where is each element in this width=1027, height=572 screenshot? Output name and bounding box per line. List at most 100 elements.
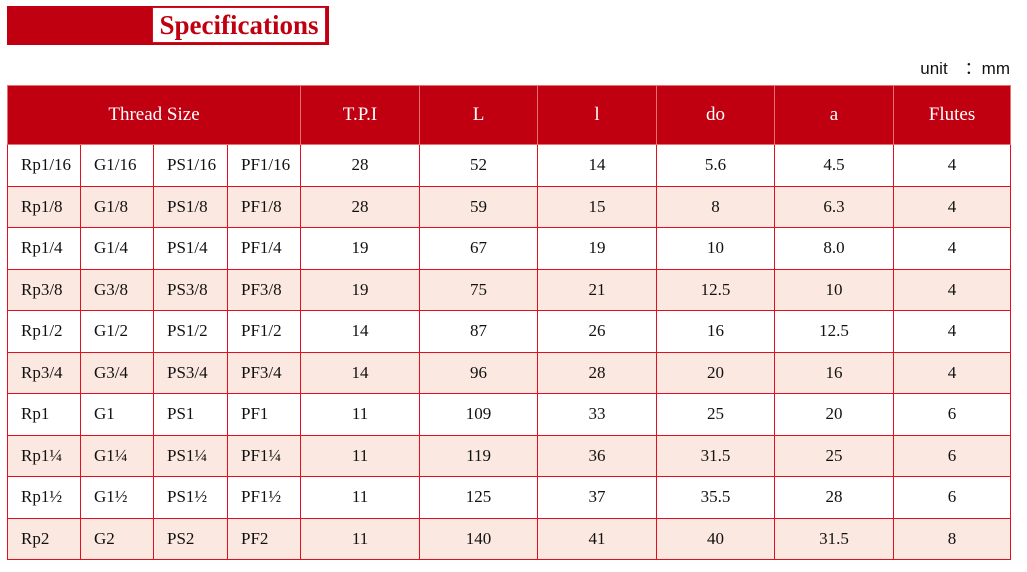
cell-do: 16 (656, 310, 776, 353)
cell-l: 19 (537, 227, 658, 270)
cell-g: G3/4 (80, 351, 154, 394)
table-row: Rp1/8 G1/8 PS1/8 PF1/8 28 59 15 8 6.3 4 (7, 185, 1012, 228)
cell-tpi: 11 (300, 517, 421, 560)
cell-a: 31.5 (774, 517, 895, 560)
cell-flutes: 4 (893, 351, 1012, 394)
table-row: Rp2 G2 PS2 PF2 11 140 41 40 31.5 8 (7, 517, 1012, 560)
cell-do: 31.5 (656, 434, 776, 477)
cell-do: 40 (656, 517, 776, 560)
cell-L: 140 (419, 517, 539, 560)
cell-rp: Rp3/8 (7, 268, 81, 311)
cell-flutes: 6 (893, 434, 1012, 477)
header-tpi: T.P.I (300, 85, 421, 145)
cell-rp: Rp3/4 (7, 351, 81, 394)
table-row: Rp1½ G1½ PS1½ PF1½ 11 125 37 35.5 28 6 (7, 476, 1012, 519)
cell-l: 36 (537, 434, 658, 477)
cell-l: 15 (537, 185, 658, 228)
cell-l: 21 (537, 268, 658, 311)
cell-do: 12.5 (656, 268, 776, 311)
cell-flutes: 4 (893, 185, 1012, 228)
cell-tpi: 28 (300, 144, 421, 187)
cell-tpi: 11 (300, 434, 421, 477)
table-row: Rp1/4 G1/4 PS1/4 PF1/4 19 67 19 10 8.0 4 (7, 227, 1012, 270)
cell-L: 59 (419, 185, 539, 228)
cell-flutes: 4 (893, 310, 1012, 353)
cell-a: 28 (774, 476, 895, 519)
table-row: Rp3/4 G3/4 PS3/4 PF3/4 14 96 28 20 16 4 (7, 351, 1012, 394)
cell-tpi: 11 (300, 393, 421, 436)
cell-a: 4.5 (774, 144, 895, 187)
cell-flutes: 4 (893, 144, 1012, 187)
cell-l: 41 (537, 517, 658, 560)
cell-g: G1/8 (80, 185, 154, 228)
cell-a: 10 (774, 268, 895, 311)
cell-l: 26 (537, 310, 658, 353)
cell-do: 10 (656, 227, 776, 270)
table-row: Rp1¼ G1¼ PS1¼ PF1¼ 11 119 36 31.5 25 6 (7, 434, 1012, 477)
cell-l: 14 (537, 144, 658, 187)
cell-flutes: 4 (893, 227, 1012, 270)
cell-tpi: 11 (300, 476, 421, 519)
cell-pf: PF1/2 (226, 310, 302, 353)
cell-ps: PS2 (153, 517, 228, 560)
cell-pf: PF1¼ (226, 434, 302, 477)
cell-flutes: 4 (893, 268, 1012, 311)
table-row: Rp1/16 G1/16 PS1/16 PF1/16 28 52 14 5.6 4.5 4 (7, 144, 1012, 187)
cell-ps: PS1½ (153, 476, 228, 519)
cell-L: 96 (419, 351, 539, 394)
header-L: L (419, 85, 539, 145)
cell-pf: PF1 (226, 393, 302, 436)
cell-a: 25 (774, 434, 895, 477)
cell-L: 52 (419, 144, 539, 187)
cell-ps: PS1 (153, 393, 228, 436)
cell-L: 119 (419, 434, 539, 477)
cell-rp: Rp1¼ (7, 434, 81, 477)
cell-a: 12.5 (774, 310, 895, 353)
cell-ps: PS1/4 (153, 227, 228, 270)
cell-L: 67 (419, 227, 539, 270)
cell-ps: PS3/4 (153, 351, 228, 394)
cell-l: 28 (537, 351, 658, 394)
cell-g: G1/4 (80, 227, 154, 270)
cell-L: 125 (419, 476, 539, 519)
header-thread-size: Thread Size (6, 85, 302, 145)
cell-do: 25 (656, 393, 776, 436)
header-row: Thread Size T.P.I L l do a Flutes (6, 85, 1012, 145)
table-row: Rp3/8 G3/8 PS3/8 PF3/8 19 75 21 12.5 10 4 (7, 268, 1012, 311)
header-l: l (537, 85, 658, 145)
cell-flutes: 6 (893, 393, 1012, 436)
cell-tpi: 28 (300, 185, 421, 228)
cell-l: 33 (537, 393, 658, 436)
cell-tpi: 14 (300, 351, 421, 394)
cell-rp: Rp2 (7, 517, 81, 560)
cell-ps: PS1/8 (153, 185, 228, 228)
cell-flutes: 8 (893, 517, 1012, 560)
cell-a: 20 (774, 393, 895, 436)
cell-g: G1/2 (80, 310, 154, 353)
cell-g: G1/16 (80, 144, 154, 187)
cell-rp: Rp1 (7, 393, 81, 436)
cell-a: 8.0 (774, 227, 895, 270)
cell-ps: PS1/2 (153, 310, 228, 353)
cell-a: 6.3 (774, 185, 895, 228)
specifications-table: Thread Size T.P.I L l do a Flutes Rp1/16… (6, 85, 1012, 560)
cell-L: 75 (419, 268, 539, 311)
cell-ps: PS3/8 (153, 268, 228, 311)
table-row: Rp1/2 G1/2 PS1/2 PF1/2 14 87 26 16 12.5 4 (7, 310, 1012, 353)
cell-g: G1¼ (80, 434, 154, 477)
cell-pf: PF3/8 (226, 268, 302, 311)
cell-do: 20 (656, 351, 776, 394)
header-a: a (774, 85, 895, 145)
table-row: Rp1 G1 PS1 PF1 11 109 33 25 20 6 (7, 393, 1012, 436)
cell-flutes: 6 (893, 476, 1012, 519)
cell-pf: PF2 (226, 517, 302, 560)
cell-pf: PF1/4 (226, 227, 302, 270)
cell-pf: PF3/4 (226, 351, 302, 394)
cell-g: G2 (80, 517, 154, 560)
cell-pf: PF1/8 (226, 185, 302, 228)
cell-pf: PF1/16 (226, 144, 302, 187)
cell-g: G3/8 (80, 268, 154, 311)
cell-L: 87 (419, 310, 539, 353)
page-title: Specifications (152, 7, 326, 43)
cell-do: 5.6 (656, 144, 776, 187)
